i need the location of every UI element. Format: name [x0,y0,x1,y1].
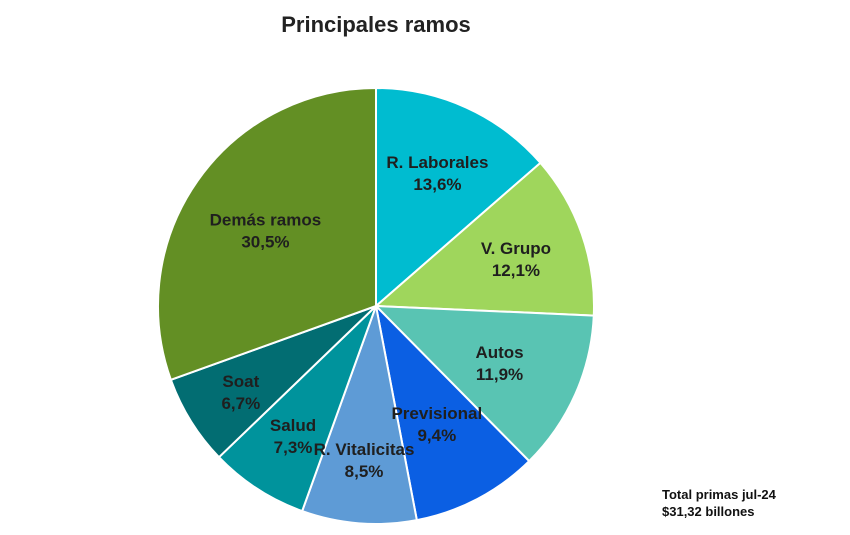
slice-label-previsional: Previsional [391,404,482,423]
pie-slices [157,86,595,525]
slice-autos [373,304,595,463]
slice-value-autos: 11,9% [476,365,523,384]
slice-previsional [374,302,531,522]
slice-value-r-vitalicitas: 8,5% [345,462,384,481]
slice-label-r-laborales: R. Laborales [386,153,488,172]
slice-label-r-vitalicitas: R. Vitalicitas [314,440,415,459]
slice-demas-ramos [157,86,377,382]
slice-label-v-grupo: V. Grupo [481,239,551,258]
footnote: Total primas jul-24 $31,32 billones [662,486,776,520]
slice-value-previsional: 9,4% [417,426,456,445]
slice-value-salud: 7,3% [274,438,313,457]
slice-value-soat: 6,7% [221,394,260,413]
slice-value-r-laborales: 13,6% [413,175,461,194]
slice-label-demas-ramos: Demás ramos [210,210,322,229]
footnote-total-label: Total primas jul-24 [662,487,776,502]
slice-label-salud: Salud [270,416,316,435]
slice-r-vitalicitas [300,302,419,525]
slice-label-soat: Soat [222,372,259,391]
slice-value-v-grupo: 12,1% [492,261,540,280]
chart-title: Principales ramos [281,12,471,37]
slice-value-demas-ramos: 30,5% [241,232,289,251]
slice-v-grupo [373,161,595,317]
footnote-total-value: $31,32 billones [662,504,755,519]
slice-r-laborales [375,86,542,309]
pie-labels: R. Laborales 13,6% V. Grupo 12,1% Autos 11,9%… [210,153,551,481]
slice-salud [217,305,377,513]
slice-label-autos: Autos [475,343,523,362]
